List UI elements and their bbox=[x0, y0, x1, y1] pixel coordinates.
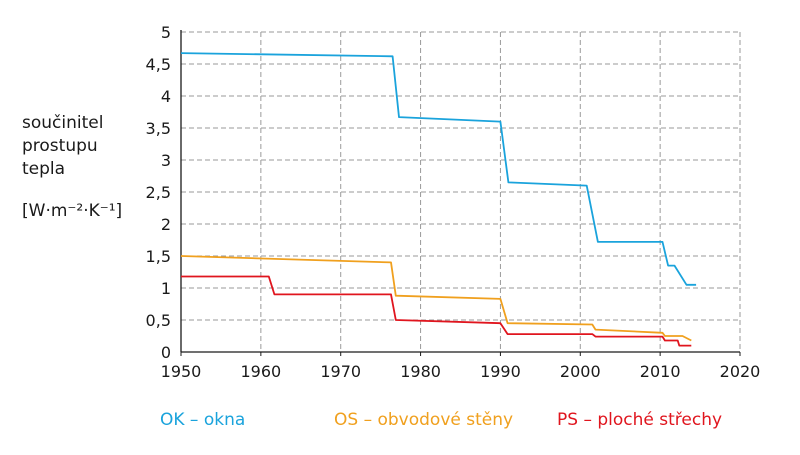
x-tick-label: 2000 bbox=[560, 362, 601, 381]
x-tick-label: 2020 bbox=[720, 362, 761, 381]
y-tick-label: 2 bbox=[161, 215, 171, 234]
x-tick-label: 1990 bbox=[480, 362, 521, 381]
y-axis-label-line-1: součinitel bbox=[22, 113, 104, 133]
y-axis-unit: [W·m⁻²·K⁻¹] bbox=[22, 201, 123, 221]
y-tick-label: 3,5 bbox=[146, 119, 171, 138]
y-tick-label: 3 bbox=[161, 151, 171, 170]
y-tick-label: 0 bbox=[161, 343, 171, 362]
y-axis-label-line-3: tepla bbox=[22, 159, 66, 179]
x-tick-label: 1960 bbox=[240, 362, 281, 381]
series-line-0 bbox=[180, 52, 697, 286]
y-axis-label-line-2: prostupu bbox=[22, 136, 98, 156]
x-tick-label: 1980 bbox=[400, 362, 441, 381]
x-tick-label: 1950 bbox=[161, 362, 202, 381]
series-line-2 bbox=[181, 275, 692, 347]
y-tick-label: 1 bbox=[161, 279, 171, 298]
y-tick-label: 0,5 bbox=[146, 311, 171, 330]
series-line-1 bbox=[180, 255, 692, 342]
y-tick-label: 1,5 bbox=[146, 247, 171, 266]
y-tick-label: 4,5 bbox=[146, 55, 171, 74]
legend-ps: PS – ploché střechy bbox=[557, 410, 723, 430]
legend-ok: OK – okna bbox=[160, 410, 246, 430]
y-tick-label: 4 bbox=[161, 87, 171, 106]
x-tick-label: 1970 bbox=[320, 362, 361, 381]
y-tick-label: 5 bbox=[161, 23, 171, 42]
legend-os: OS – obvodové stěny bbox=[334, 410, 514, 430]
x-tick-label: 2010 bbox=[640, 362, 681, 381]
y-tick-label: 2,5 bbox=[146, 183, 171, 202]
